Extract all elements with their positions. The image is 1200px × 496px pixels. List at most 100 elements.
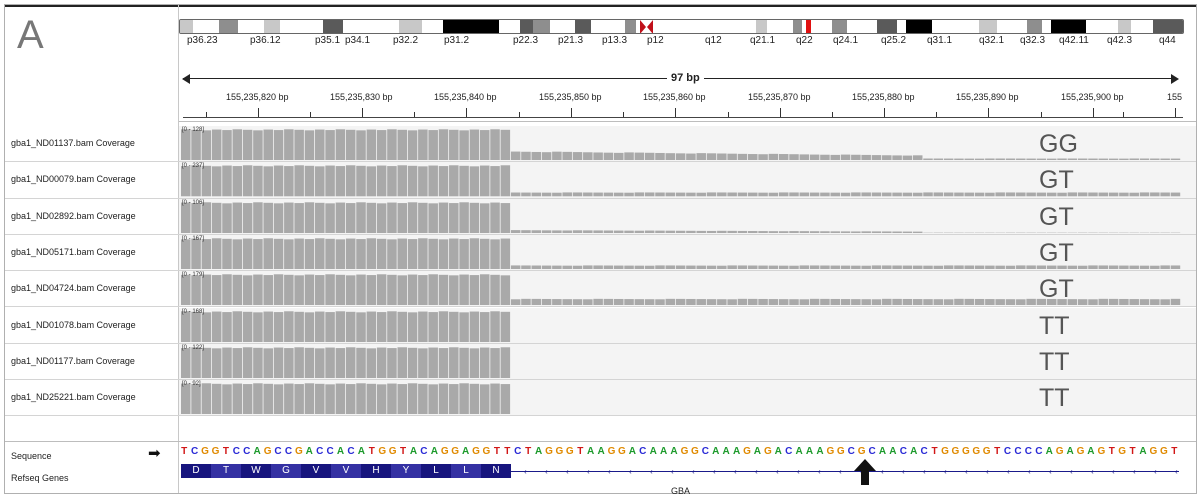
coverage-bar (242, 311, 253, 342)
coverage-bar (552, 151, 562, 161)
coverage-bar (820, 230, 830, 233)
coverage-bar (727, 230, 737, 233)
coverage-track[interactable]: gba1_ND02892.bam Coverage [0 - 106] GT (5, 198, 1196, 235)
strand-chevron-icon: ‹ (923, 467, 926, 476)
coverage-bar (851, 265, 861, 270)
coverage-bar (943, 299, 954, 306)
coverage-bar (737, 230, 748, 233)
coverage-bar (572, 152, 583, 161)
strand-chevron-icon: ‹ (797, 467, 800, 476)
sequence-base: G (690, 446, 699, 457)
coverage-track[interactable]: gba1_ND01078.bam Coverage [0 - 168] TT (5, 307, 1196, 344)
coverage-bar (366, 202, 377, 233)
coverage-bar (541, 265, 552, 270)
coverage-bar (572, 265, 583, 270)
sequence-track-name[interactable]: Sequence (11, 451, 52, 461)
strand-chevron-icon: ‹ (986, 467, 989, 476)
coverage-area[interactable]: [0 - 106] GT (179, 198, 1196, 234)
coverage-track[interactable]: gba1_ND01137.bam Coverage [0 - 128] GG (5, 126, 1196, 163)
coverage-bar (211, 348, 222, 379)
genotype-label: GT (1039, 166, 1074, 195)
coverage-bar (438, 239, 449, 270)
track-name[interactable]: gba1_ND01177.bam Coverage (11, 355, 135, 366)
sequence-base: G (472, 446, 480, 457)
coverage-bar (232, 347, 243, 379)
coverage-bar (191, 275, 201, 306)
coverage-bar (418, 311, 428, 342)
coverage-bar (572, 299, 583, 306)
sequence-base: G (565, 446, 574, 457)
coverage-area[interactable]: [0 - 237] GT (179, 162, 1196, 198)
coverage-bar (273, 311, 284, 342)
coverage-area[interactable]: [0 - 92] TT (179, 380, 1196, 416)
sequence-base: T (400, 446, 407, 457)
coverage-bar (562, 299, 572, 306)
sequence-base: G (1055, 446, 1064, 457)
coverage-bar (510, 265, 521, 270)
coverage-bar (304, 274, 315, 306)
coverage-area[interactable]: [0 - 179] GT (179, 271, 1196, 307)
coverage-bar (1108, 232, 1119, 233)
coverage-bar (469, 275, 480, 306)
cytoband-q32-3 (1026, 20, 1042, 33)
coverage-bar (273, 202, 284, 233)
strand-arrow-icon[interactable]: ➡ (148, 445, 161, 462)
coverage-bar (954, 299, 964, 306)
amino-acid: Y (391, 464, 421, 478)
coverage-bar (418, 383, 428, 415)
cytoband-p36-23 (180, 20, 193, 33)
coverage-bar (1077, 265, 1088, 270)
track-name[interactable]: gba1_ND00079.bam Coverage (11, 174, 136, 185)
coverage-bar (397, 202, 407, 233)
coverage-bar (655, 152, 665, 161)
sequence-base: C (326, 446, 334, 457)
coverage-bar (387, 166, 397, 197)
coverage-bar (768, 192, 779, 197)
coverage-area[interactable]: [0 - 167] GT (179, 234, 1196, 271)
sequence-base: A (722, 446, 730, 457)
coverage-track[interactable]: gba1_ND25221.bam Coverage [0 - 92] TT (5, 380, 1196, 417)
coverage-bar (1046, 158, 1057, 161)
cytoband-p12 (624, 20, 636, 33)
track-name[interactable]: gba1_ND05171.bam Coverage (11, 246, 136, 257)
coverage-bar (397, 129, 407, 161)
coverage-bar (1108, 192, 1119, 197)
coverage-bar (376, 202, 387, 233)
coverage-track[interactable]: gba1_ND00079.bam Coverage [0 - 237] GT (5, 162, 1196, 199)
chromosome-ideogram[interactable] (179, 19, 1184, 34)
coverage-track[interactable]: gba1_ND05171.bam Coverage [0 - 167] GT (5, 234, 1196, 272)
coverage-bar (1170, 265, 1181, 270)
coverage-bar (418, 129, 428, 161)
gene-track-name[interactable]: Refseq Genes (11, 473, 69, 483)
coverage-area[interactable]: [0 - 168] TT (179, 307, 1196, 343)
sequence-base: G (440, 446, 449, 457)
coverage-bar (562, 192, 572, 197)
coverage-track[interactable]: gba1_ND04724.bam Coverage [0 - 179] GT (5, 271, 1196, 308)
track-name[interactable]: gba1_ND04724.bam Coverage (11, 283, 136, 294)
coverage-bar (830, 192, 840, 197)
track-name[interactable]: gba1_ND02892.bam Coverage (11, 210, 136, 221)
coverage-bar (809, 265, 820, 270)
coverage-bar (696, 299, 706, 306)
coverage-bar (376, 165, 387, 197)
cytoband-label: q31.1 (927, 35, 953, 46)
track-name[interactable]: gba1_ND01078.bam Coverage (11, 319, 136, 330)
strand-chevron-icon: ‹ (566, 467, 569, 476)
cytoband-p32-2 (399, 20, 423, 33)
coverage-area[interactable]: [0 - 128] GG (179, 126, 1196, 162)
coverage-bar (995, 192, 1005, 197)
coverage-bar (995, 232, 1005, 233)
sequence-base: C (1024, 446, 1032, 457)
track-name[interactable]: gba1_ND01137.bam Coverage (11, 138, 135, 148)
coverage-bar (1108, 265, 1119, 270)
sequence-base: G (545, 446, 553, 457)
coverage-bar (459, 311, 469, 342)
track-name[interactable]: gba1_ND25221.bam Coverage (11, 392, 136, 403)
coverage-area[interactable]: [0 - 122] TT (179, 343, 1196, 380)
ruler-tick (1175, 108, 1176, 117)
ruler-tick (571, 108, 572, 117)
coverage-bar (325, 130, 335, 161)
coverage-track[interactable]: gba1_ND01177.bam Coverage [0 - 122] TT (5, 343, 1196, 381)
coverage-bar (181, 310, 191, 342)
